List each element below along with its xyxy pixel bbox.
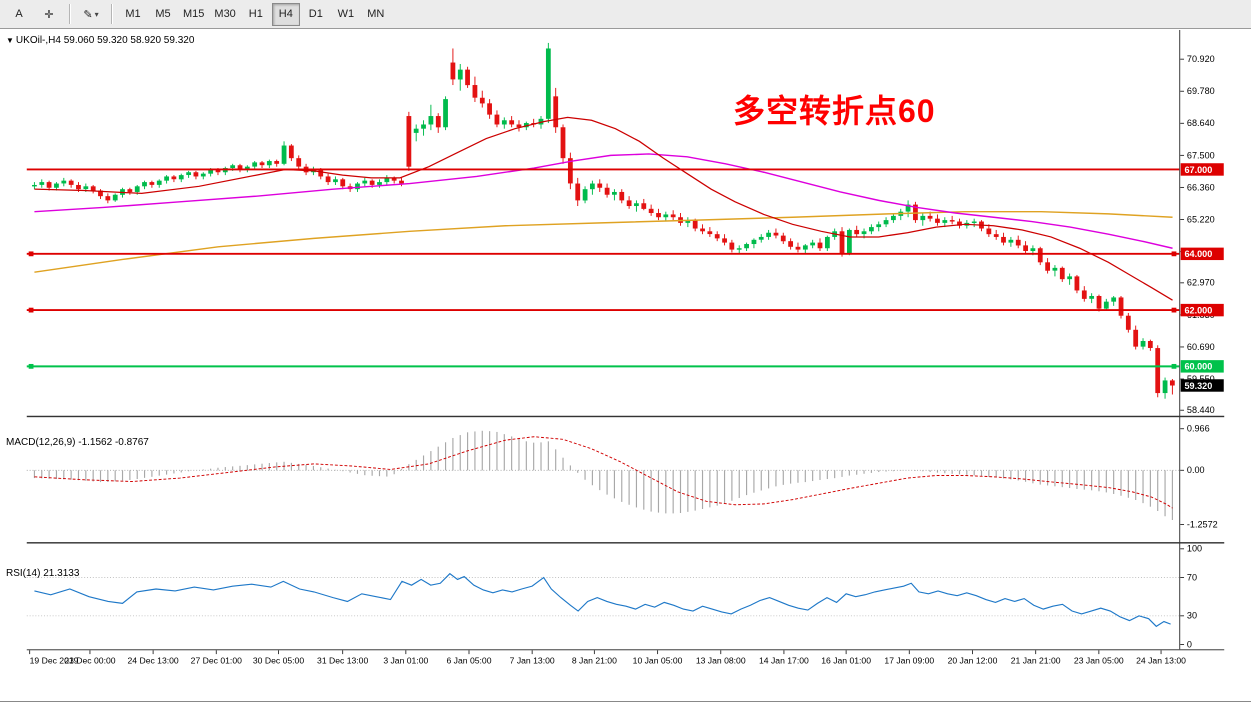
chart-toolbar: A ✛ ✎ ▾ M1 M5 M15 M30 H1 H4 D1 W1 MN — [0, 0, 1251, 29]
svg-text:62.970: 62.970 — [1187, 278, 1215, 288]
collapse-triangle-icon[interactable]: ▼ — [6, 36, 14, 45]
svg-text:6 Jan 05:00: 6 Jan 05:00 — [446, 656, 491, 666]
timeframe-button-m1[interactable]: M1 — [125, 8, 141, 20]
svg-text:70.920: 70.920 — [1187, 54, 1215, 64]
svg-text:70: 70 — [1187, 572, 1197, 582]
svg-text:13 Jan 08:00: 13 Jan 08:00 — [696, 656, 746, 666]
svg-text:62.000: 62.000 — [1185, 305, 1213, 315]
svg-text:100: 100 — [1187, 544, 1202, 554]
crosshair-tool-button[interactable]: ✛ — [44, 8, 54, 21]
timeframe-button-w1[interactable]: W1 — [337, 8, 355, 20]
svg-text:30: 30 — [1187, 611, 1197, 621]
timeframe-button-h1[interactable]: H1 — [248, 8, 263, 20]
svg-text:7 Jan 13:00: 7 Jan 13:00 — [510, 656, 555, 666]
timeframe-button-mn[interactable]: MN — [367, 8, 385, 20]
rsi-indicator-label: RSI(14) 21.3133 — [6, 568, 80, 579]
svg-text:0: 0 — [1187, 639, 1192, 649]
drawing-tool-button[interactable]: ✎ ▾ — [83, 8, 99, 21]
symbol-ohlc-text: UKOil-,H4 59.060 59.320 58.920 59.320 — [15, 35, 195, 46]
candles-layer — [32, 42, 1175, 399]
svg-text:20 Jan 12:00: 20 Jan 12:00 — [948, 656, 998, 666]
horizontal-level-lines[interactable] — [26, 168, 1180, 369]
chart-text-annotation[interactable]: 多空转折点60 — [733, 93, 936, 129]
timeframe-button-m30[interactable]: M30 — [214, 8, 236, 20]
svg-text:30 Dec 05:00: 30 Dec 05:00 — [253, 656, 304, 666]
svg-text:23 Jan 05:00: 23 Jan 05:00 — [1074, 656, 1124, 666]
svg-text:69.780: 69.780 — [1187, 86, 1215, 96]
svg-text:14 Jan 17:00: 14 Jan 17:00 — [759, 656, 809, 666]
svg-text:59.550: 59.550 — [1187, 374, 1215, 384]
svg-text:24 Jan 13:00: 24 Jan 13:00 — [1136, 656, 1186, 666]
svg-text:59.320: 59.320 — [1185, 381, 1213, 391]
symbol-ohlc-line: ▼ UKOil-,H4 59.060 59.320 58.920 59.320 — [6, 35, 194, 46]
chart-canvas[interactable]: 70.920 69.780 68.640 67.500 66.360 65.220 64.0… — [0, 30, 1251, 701]
svg-text:21 Jan 21:00: 21 Jan 21:00 — [1011, 656, 1061, 666]
svg-text:68.640: 68.640 — [1187, 118, 1215, 128]
svg-text:8 Jan 21:00: 8 Jan 21:00 — [572, 656, 617, 666]
toolbar-separator — [69, 4, 71, 24]
svg-text:60.690: 60.690 — [1187, 342, 1215, 352]
svg-text:24 Dec 13:00: 24 Dec 13:00 — [128, 656, 179, 666]
timeframe-button-h4[interactable]: H4 — [271, 2, 300, 26]
svg-text:64.000: 64.000 — [1185, 249, 1213, 259]
svg-text:31 Dec 13:00: 31 Dec 13:00 — [317, 656, 368, 666]
svg-text:10 Jan 05:00: 10 Jan 05:00 — [633, 656, 683, 666]
svg-text:65.220: 65.220 — [1187, 214, 1215, 224]
svg-text:3 Jan 01:00: 3 Jan 01:00 — [383, 656, 428, 666]
svg-text:67.500: 67.500 — [1187, 150, 1215, 160]
svg-text:67.000: 67.000 — [1185, 165, 1213, 175]
svg-text:0.966: 0.966 — [1187, 424, 1210, 434]
timeframe-button-d1[interactable]: D1 — [308, 8, 323, 20]
svg-text:27 Dec 01:00: 27 Dec 01:00 — [191, 656, 242, 666]
svg-text:58.440: 58.440 — [1187, 405, 1215, 415]
svg-text:0.00: 0.00 — [1187, 465, 1205, 475]
macd-pane — [26, 430, 1180, 520]
svg-text:66.360: 66.360 — [1187, 182, 1215, 192]
drawing-tool-dropdown-icon[interactable]: ▾ — [94, 9, 99, 19]
pointer-tool-button[interactable]: A — [15, 8, 23, 20]
svg-text:23 Dec 00:00: 23 Dec 00:00 — [64, 656, 115, 666]
svg-text:60.000: 60.000 — [1185, 362, 1213, 372]
moving-averages-layer — [34, 116, 1173, 301]
timeframe-button-m15[interactable]: M15 — [183, 8, 205, 20]
price-axis[interactable]: 70.920 69.780 68.640 67.500 66.360 65.220 64.0… — [1180, 54, 1224, 649]
svg-text:17 Jan 09:00: 17 Jan 09:00 — [884, 656, 934, 666]
macd-indicator-label: MACD(12,26,9) -1.1562 -0.8767 — [6, 437, 149, 448]
svg-text:-1.2572: -1.2572 — [1187, 519, 1218, 529]
svg-text:16 Jan 01:00: 16 Jan 01:00 — [821, 656, 871, 666]
pane-frame — [26, 30, 1225, 651]
timeframe-button-m5[interactable]: M5 — [155, 8, 171, 20]
svg-text:19 Dec 2019: 19 Dec 2019 — [30, 656, 79, 666]
toolbar-separator — [111, 4, 113, 24]
rsi-pane — [26, 572, 1180, 628]
